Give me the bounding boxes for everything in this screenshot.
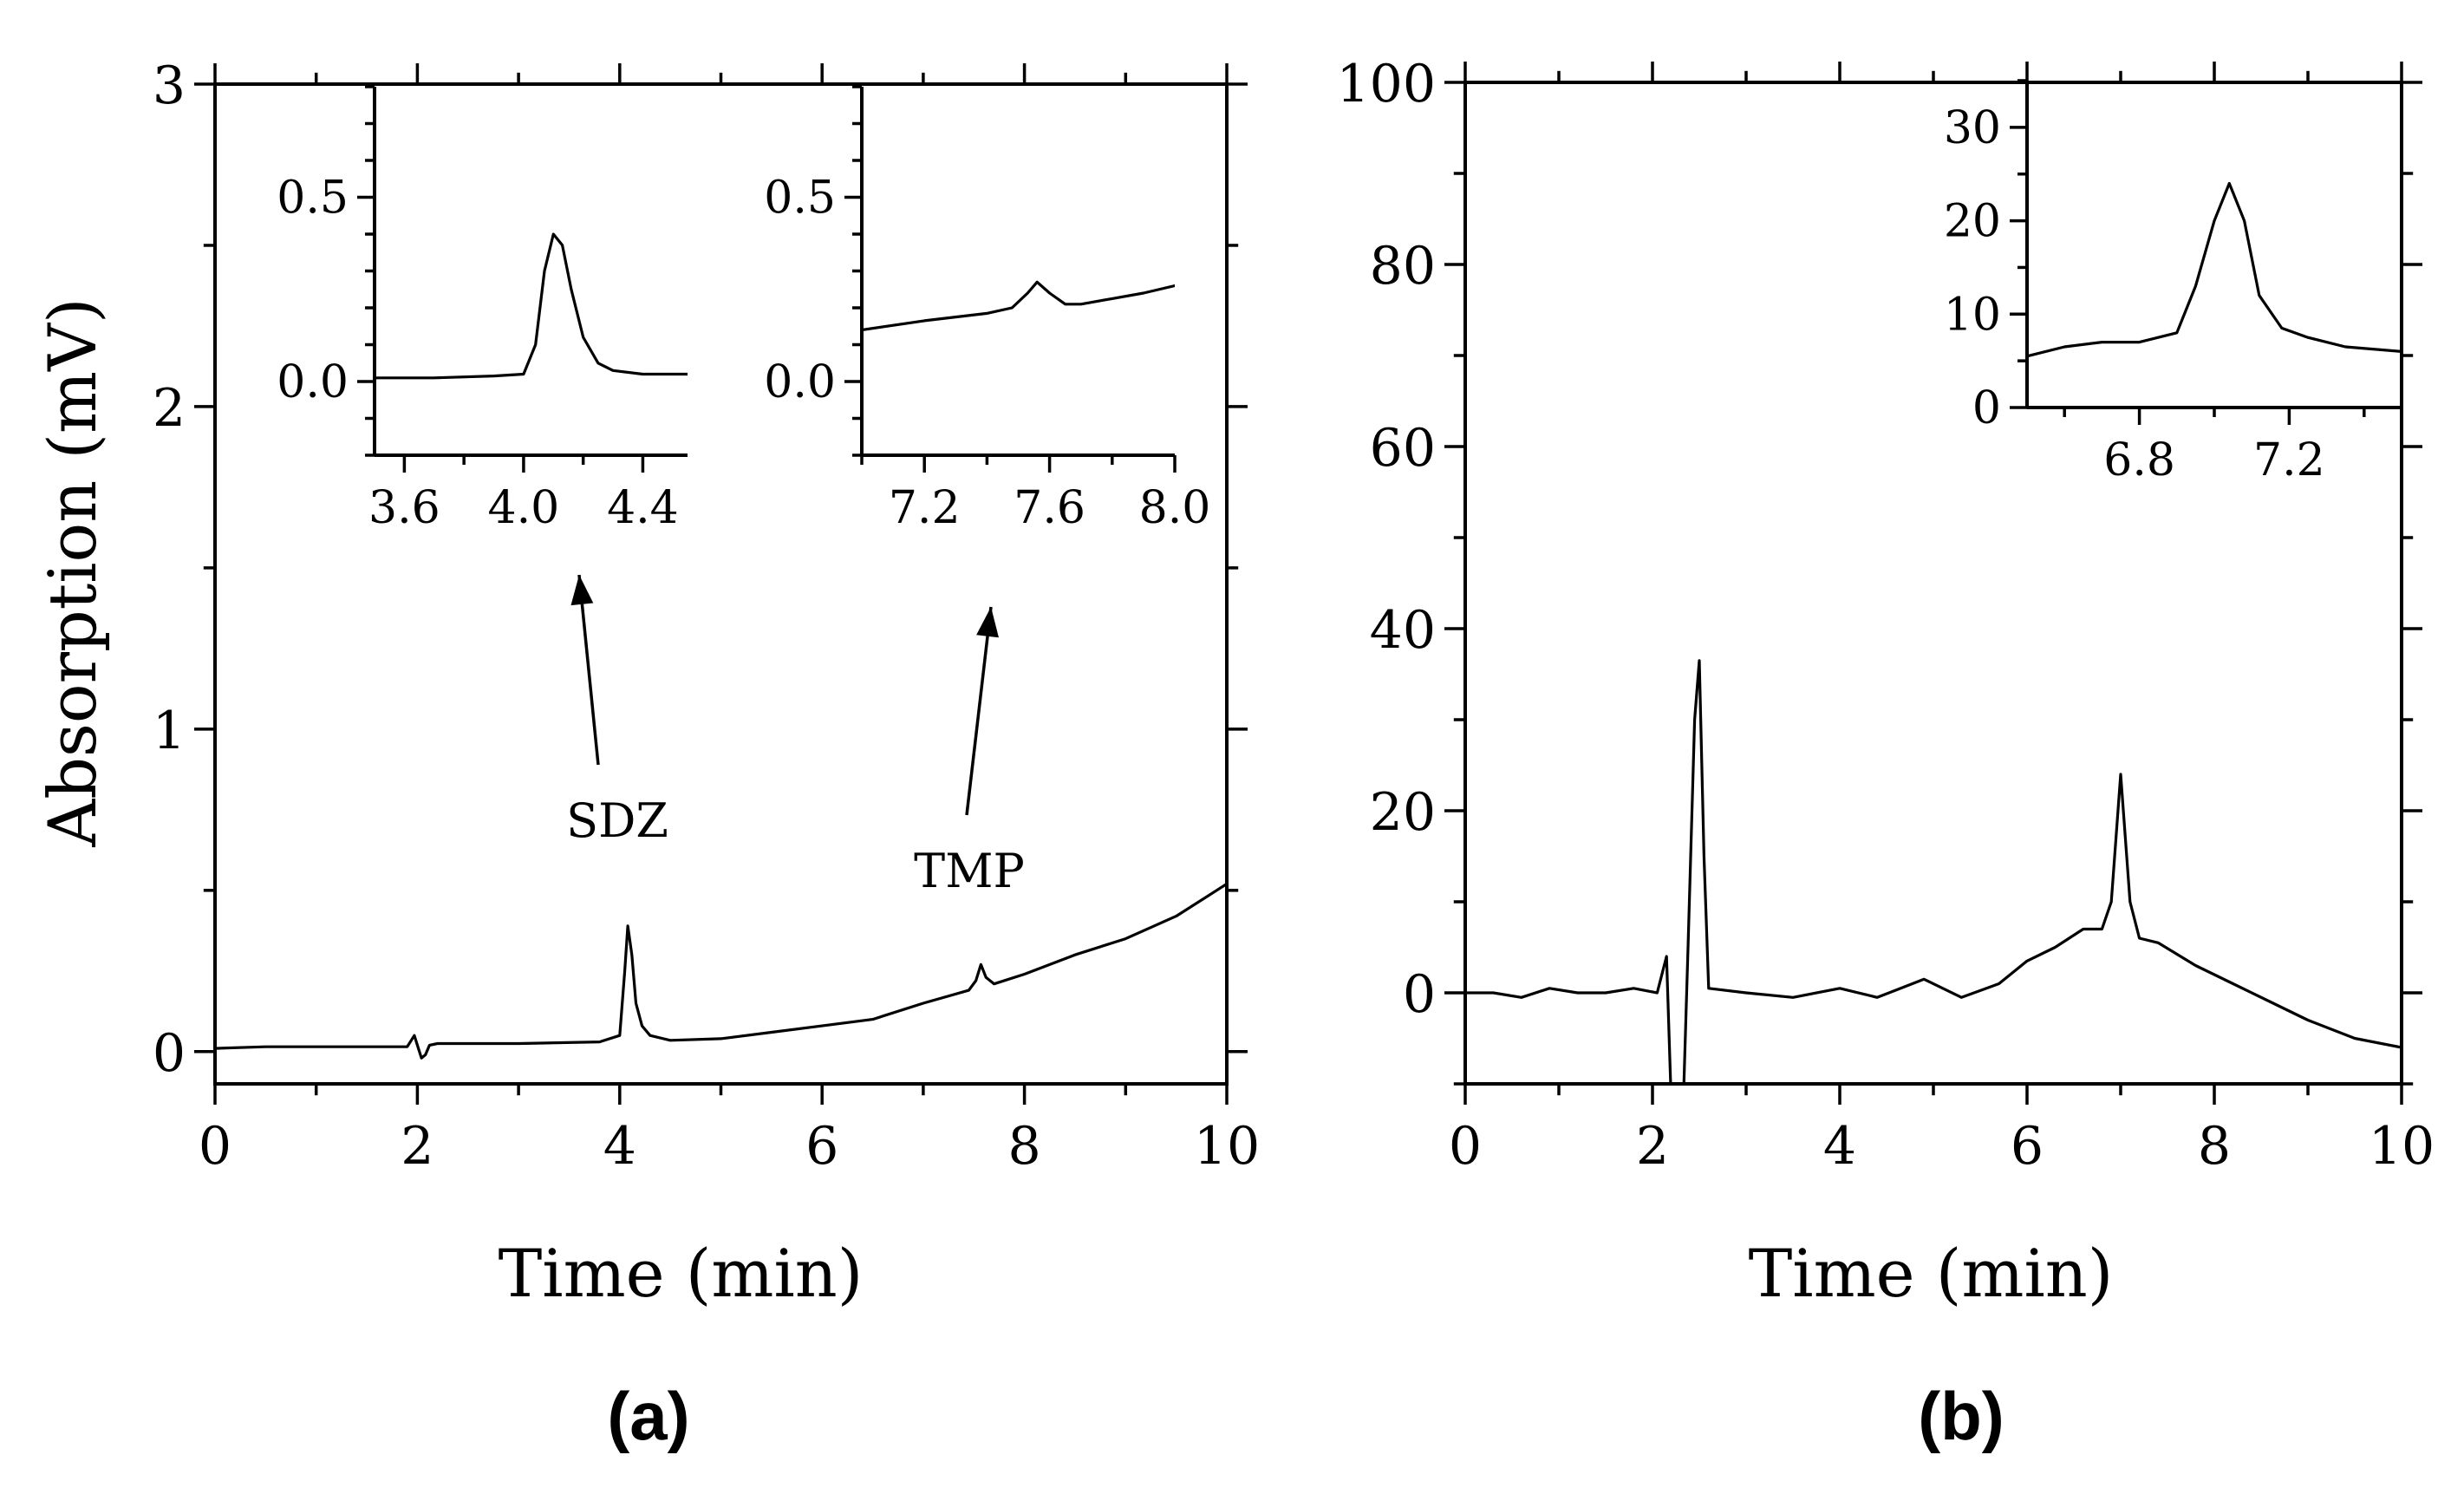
panel-a-inset-sdz-y-tick-label: 0.5 — [277, 173, 349, 225]
annotation-sdz-arrow-head — [570, 575, 594, 606]
panel-a-inset-sdz-y-tick-label: 0.0 — [277, 356, 349, 408]
panel-b-inset-y-tick-label: 20 — [1944, 196, 2001, 248]
panel-a-x-tick-label: 10 — [1194, 1116, 1260, 1177]
panel-b-y-tick-label: 0 — [1403, 964, 1436, 1025]
panel-a-axes: 0 2 4 6 8 10 0 1 2 3 3.6 4.0 4.4 0.0 0.5 7.2 7.6 8.0 0.0 0.… — [153, 55, 1260, 1177]
panel-a: 0 2 4 6 8 10 0 1 2 3 3.6 4.0 4.4 0.0 0.5 7.2 7.6 8.0 0.0 0.… — [34, 55, 1260, 1454]
panel-b-inset-x-tick-label: 7.2 — [2253, 434, 2325, 486]
panel-a-inset-tmp-x-tick-label: 7.6 — [1014, 482, 1085, 534]
panel-a-inset-tmp-line — [862, 280, 1175, 332]
panel-b-inset-y-tick-label: 10 — [1944, 289, 2001, 341]
panel-b-y-tick-label: 20 — [1370, 782, 1436, 843]
panel-a-x-tick-label: 0 — [199, 1116, 231, 1177]
panel-b-label: (b) — [1918, 1378, 2004, 1454]
panel-b-inset-y-tick-label: 30 — [1944, 102, 2001, 154]
panel-b-x-tick-label: 4 — [1823, 1116, 1856, 1177]
panel-a-y-tick-label: 3 — [153, 55, 186, 116]
panel-a-y-tick-label: 0 — [153, 1023, 186, 1084]
annotation-tmp-label: TMP — [914, 844, 1025, 898]
panel-b-x-tick-label: 6 — [2011, 1116, 2044, 1177]
panel-a-inset-sdz-x-tick-label: 4.0 — [488, 482, 560, 534]
panel-b-y-tick-label: 80 — [1370, 236, 1436, 297]
panel-b-y-tick-label: 40 — [1370, 600, 1436, 661]
panel-b-inset-line — [2027, 181, 2402, 358]
panel-a-inset-tmp-y-tick-label: 0.0 — [764, 356, 836, 408]
panel-a-y-tick-label: 2 — [153, 378, 186, 439]
panel-a-inset-sdz-x-tick-label: 3.6 — [368, 482, 440, 534]
panel-b-x-tick-label: 0 — [1449, 1116, 1482, 1177]
panel-a-series-line — [215, 882, 1227, 1060]
panel-b-x-tick-label: 2 — [1636, 1116, 1669, 1177]
panel-b-x-tick-label: 10 — [2369, 1116, 2435, 1177]
panel-b-x-axis-title: Time (min) — [1749, 1235, 2114, 1312]
panel-a-x-tick-label: 2 — [401, 1116, 433, 1177]
panel-a-inset-tmp-x-tick-label: 8.0 — [1139, 482, 1211, 534]
panel-a-x-axis-title: Time (min) — [499, 1235, 864, 1312]
panel-a-y-axis-title: Absorption (mV) — [34, 297, 111, 847]
panel-a-x-tick-label: 4 — [603, 1116, 636, 1177]
panel-b-inset-y-tick-label: 0 — [1972, 382, 2001, 434]
annotation-sdz-arrow-shaft — [577, 574, 600, 766]
panel-b-y-tick-label: 100 — [1336, 54, 1436, 114]
panel-a-inset-sdz-line — [375, 232, 688, 380]
annotation-sdz-label: SDZ — [566, 793, 668, 848]
panel-b-series-line — [1465, 659, 2402, 1084]
panel-b-frame — [1463, 81, 2403, 1086]
panel-a-inset-tmp-x-tick-label: 7.2 — [889, 482, 961, 534]
panel-a-y-tick-label: 1 — [153, 701, 186, 761]
panel-a-inset-tmp-y-tick-label: 0.5 — [764, 173, 836, 225]
panel-a-x-tick-label: 8 — [1008, 1116, 1041, 1177]
panel-a-x-tick-label: 6 — [805, 1116, 838, 1177]
annotation-tmp-arrow-shaft — [965, 606, 993, 816]
panel-a-label: (a) — [607, 1378, 689, 1454]
panel-b-y-tick-label: 60 — [1370, 418, 1436, 479]
panel-a-inset-sdz-x-tick-label: 4.4 — [607, 482, 679, 534]
annotation-tmp-arrow-head — [976, 607, 999, 638]
panel-b-x-tick-label: 8 — [2198, 1116, 2231, 1177]
panel-b-inset-x-tick-label: 6.8 — [2103, 434, 2175, 486]
